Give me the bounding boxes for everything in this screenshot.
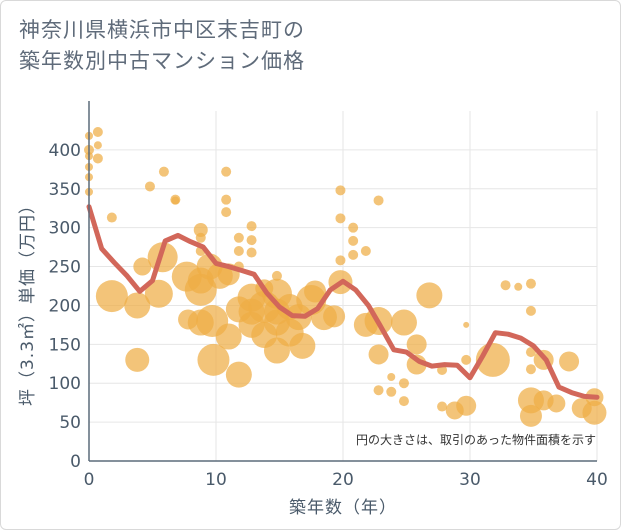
- y-tick-label: 300: [49, 219, 81, 239]
- bubble-point: [195, 232, 206, 243]
- bubble-point: [387, 373, 396, 381]
- bubble-point: [125, 347, 150, 372]
- bubble-point: [348, 235, 359, 246]
- bubble-point: [514, 282, 523, 291]
- axes: [88, 101, 597, 462]
- trend-line: [86, 204, 600, 400]
- bubble-point: [304, 280, 327, 303]
- bubble-point: [335, 185, 346, 196]
- bubble-point: [197, 343, 230, 376]
- bubble-point: [158, 166, 169, 177]
- y-tick-label: 400: [49, 141, 81, 161]
- bubble-point: [246, 235, 257, 246]
- chart-title-line1: 神奈川県横浜市中区末吉町の: [19, 18, 305, 42]
- y-tick-label: 100: [49, 374, 81, 394]
- x-tick-label: 40: [586, 470, 608, 490]
- y-tick-label: 50: [59, 413, 81, 433]
- bubble-point: [368, 344, 389, 365]
- x-tick-label: 20: [332, 470, 354, 490]
- bubble-point: [519, 404, 542, 427]
- bubble-point: [215, 323, 242, 350]
- bubble-point: [525, 278, 536, 289]
- bubble-point: [463, 321, 470, 328]
- x-axis-label: 築年数（年）: [289, 498, 397, 518]
- bubble-point: [233, 246, 244, 256]
- bubble-point: [416, 282, 443, 309]
- chart-title: 神奈川県横浜市中区末吉町の 築年数別中古マンション価格: [19, 15, 305, 77]
- bubble-point: [525, 347, 536, 358]
- bubble-point: [323, 305, 346, 328]
- bubble-point: [144, 181, 155, 192]
- bubble-point: [547, 394, 566, 413]
- x-tick-label: 30: [459, 470, 481, 490]
- bubble-point: [221, 194, 232, 205]
- bubble-point: [92, 153, 103, 164]
- bubble-point: [124, 292, 151, 319]
- bubble-point: [582, 400, 607, 425]
- bubble-point: [233, 232, 244, 243]
- bubble-point: [271, 270, 282, 281]
- y-axis-label: 坪（3.3㎡）単価（万円）: [18, 196, 38, 406]
- size-note: 円の大きさは、取引のあった物件面積を示す: [356, 432, 596, 447]
- y-tick-label: 150: [49, 335, 81, 355]
- bubble-point: [348, 222, 359, 233]
- bubble-point: [335, 255, 346, 266]
- bubble-point: [525, 364, 536, 375]
- bubble-layer: [84, 127, 607, 427]
- y-tick-labels: 0 50 100 150 200 250 300 350 400: [49, 141, 81, 472]
- bubble-point: [461, 354, 472, 365]
- y-tick-label: 200: [49, 296, 81, 316]
- bubble-point: [193, 223, 208, 237]
- bubble-point: [525, 305, 536, 316]
- bubble-point: [398, 396, 409, 407]
- x-tick-label: 0: [84, 470, 95, 490]
- y-tick-label: 250: [49, 258, 81, 278]
- bubble-point: [289, 332, 316, 359]
- bubble-point: [398, 378, 409, 389]
- bubble-point: [225, 361, 252, 388]
- bubble-point: [437, 401, 448, 412]
- bubble-point: [93, 141, 102, 150]
- y-tick-label: 350: [49, 180, 81, 200]
- bubble-point: [406, 334, 427, 355]
- bubble-point: [106, 212, 117, 223]
- bubble-point: [95, 280, 128, 313]
- bubble-point: [406, 354, 427, 375]
- y-tick-label: 0: [70, 452, 81, 472]
- bubble-point: [360, 246, 371, 256]
- bubble-point: [221, 166, 232, 177]
- bubble-point: [373, 385, 384, 396]
- bubble-point: [171, 196, 180, 205]
- bubble-point: [348, 249, 359, 260]
- bubble-point: [335, 213, 346, 224]
- chart-title-line2: 築年数別中古マンション価格: [19, 49, 305, 73]
- bubble-point: [92, 127, 103, 137]
- bubble-point: [390, 309, 417, 336]
- bubble-point: [144, 279, 173, 308]
- bubble-point: [456, 395, 477, 416]
- x-tick-label: 10: [205, 470, 227, 490]
- bubble-point: [246, 221, 257, 232]
- bubble-point: [133, 257, 152, 276]
- bubble-point: [500, 280, 511, 291]
- bubble-point: [246, 247, 257, 258]
- bubble-point: [559, 351, 580, 372]
- bubble-point: [373, 195, 384, 206]
- x-tick-labels: 0 10 20 30 40: [84, 470, 608, 490]
- bubble-point: [386, 386, 397, 397]
- bubble-point: [221, 207, 232, 218]
